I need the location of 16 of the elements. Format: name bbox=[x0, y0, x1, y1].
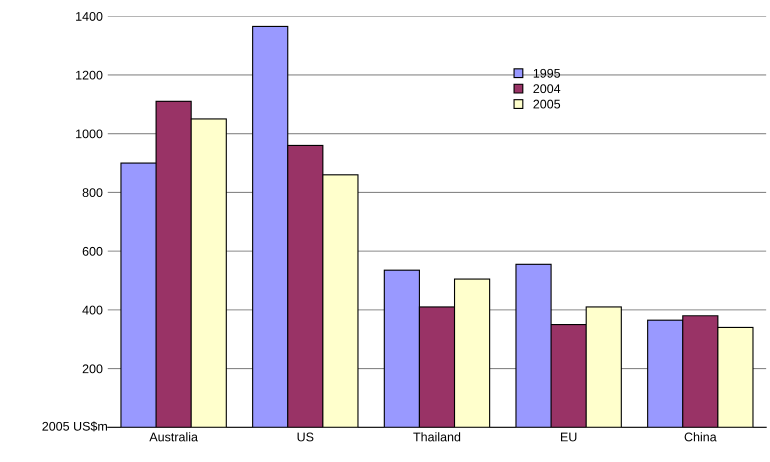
y-tick-label: 800 bbox=[82, 188, 102, 198]
x-tick-label: Australia bbox=[149, 432, 198, 442]
x-tick-label: US bbox=[298, 432, 314, 442]
x-tick-label: Thailand bbox=[413, 432, 460, 442]
y-tick-label: 1000 bbox=[76, 129, 102, 138]
y-tick-label: 1200 bbox=[76, 70, 102, 80]
y-tick-label: 600 bbox=[82, 246, 102, 256]
legend-label: 2004 bbox=[533, 84, 560, 94]
legend-label: 1995 bbox=[534, 68, 560, 78]
x-tick-label: EU bbox=[560, 432, 576, 442]
y-axis-title: 2005 US$m bbox=[42, 421, 107, 432]
legend-label: 2005 bbox=[533, 100, 560, 109]
y-tick-label: 200 bbox=[82, 364, 102, 374]
y-tick-label: 400 bbox=[82, 306, 102, 315]
x-tick-label: China bbox=[684, 432, 717, 442]
y-tick-label: 1400 bbox=[76, 12, 102, 21]
